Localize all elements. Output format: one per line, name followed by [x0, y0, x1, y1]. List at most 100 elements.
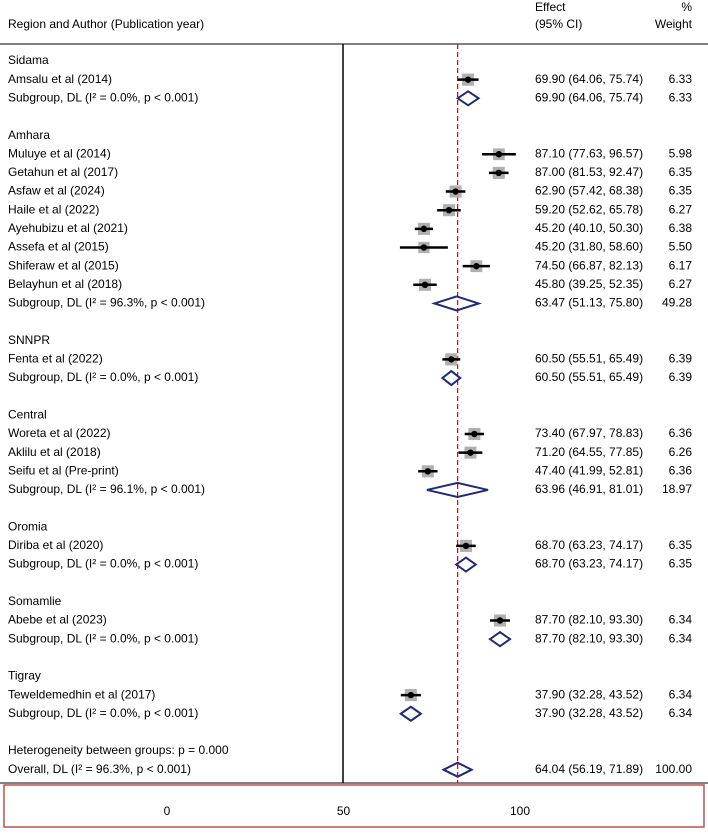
diamond	[426, 481, 489, 498]
group-label: Tigray	[8, 669, 41, 683]
weight-label: 49.28	[662, 296, 692, 310]
point	[452, 188, 459, 195]
weight-label: 6.33	[669, 90, 693, 104]
group-label: Amhara	[8, 128, 50, 142]
point	[473, 262, 480, 270]
estimate-label: 45.20 (31.80, 58.60)	[535, 240, 643, 254]
estimate-label: 68.70 (63.23, 74.17)	[535, 557, 643, 571]
x-tick-label: 100	[510, 804, 530, 818]
group-label: Oromia	[8, 519, 48, 533]
group-label: SNNPR	[8, 333, 50, 347]
row-label: Aklilu et al (2018)	[8, 445, 101, 459]
weight-label: 6.38	[669, 221, 693, 235]
header-label: Region and Author (Publication year)	[8, 17, 204, 31]
row-label: Teweldemedhin et al (2017)	[8, 687, 155, 701]
point	[471, 430, 478, 438]
diamond	[399, 705, 423, 722]
estimate-label: 47.40 (41.99, 52.81)	[535, 463, 643, 477]
estimate-label: 59.20 (52.62, 65.78)	[535, 202, 643, 216]
estimate-label: 87.70 (82.10, 93.30)	[535, 613, 643, 627]
estimate-label: 62.90 (57.42, 68.38)	[535, 184, 643, 198]
weight-label: 6.39	[669, 370, 693, 384]
estimate-label: 60.50 (55.51, 65.49)	[535, 370, 643, 384]
diamond	[454, 556, 478, 573]
estimate-label: 74.50 (66.87, 82.13)	[535, 258, 643, 272]
weight-label: 6.27	[669, 277, 693, 291]
estimate-label: 37.90 (32.28, 43.52)	[535, 687, 643, 701]
row-label: Subgroup, DL (I² = 0.0%, p < 0.001)	[8, 557, 198, 571]
estimate-label: 45.20 (40.10, 50.30)	[535, 221, 643, 235]
estimate-label: 71.20 (64.55, 77.85)	[535, 445, 643, 459]
row-label: Assefa et al (2015)	[8, 240, 109, 254]
point	[445, 207, 453, 214]
row-label: Shiferaw et al (2015)	[8, 258, 119, 272]
group-label: Central	[8, 408, 47, 422]
weight-label: 6.33	[669, 72, 693, 86]
diamond	[431, 295, 482, 312]
estimate-label: 69.90 (64.06, 75.74)	[535, 72, 643, 86]
row-label: Subgroup, DL (I² = 96.3%, p < 0.001)	[8, 296, 205, 310]
point	[464, 76, 472, 83]
row-label: Muluye et al (2014)	[8, 146, 111, 160]
diamond	[455, 90, 481, 107]
row-label: Subgroup, DL (I² = 0.0%, p < 0.001)	[8, 90, 198, 104]
estimate-label: 87.10 (77.63, 96.57)	[535, 146, 643, 160]
weight-label: 6.39	[669, 352, 693, 366]
row-label: Belayhun et al (2018)	[8, 277, 122, 291]
estimate-label: 63.96 (46.91, 81.01)	[535, 482, 643, 496]
weight-label: 6.34	[669, 613, 693, 627]
row-label: Seifu et al (Pre-print)	[8, 463, 119, 477]
point	[420, 225, 428, 233]
point	[420, 244, 428, 251]
estimate-label: 73.40 (67.97, 78.83)	[535, 426, 643, 440]
point	[462, 542, 470, 550]
point	[424, 468, 432, 475]
estimate-label: 60.50 (55.51, 65.49)	[535, 352, 643, 366]
weight-label: 6.35	[669, 184, 693, 198]
header-weight: Weight	[655, 17, 693, 31]
header-ci: (95% CI)	[535, 17, 582, 31]
point	[467, 449, 474, 456]
group-label: Somamlie	[8, 594, 62, 608]
weight-label: 18.97	[662, 482, 692, 496]
row-label: Overall, DL (I² = 96.3%, p < 0.001)	[8, 762, 191, 776]
weight-label: 6.36	[669, 426, 693, 440]
estimate-label: 68.70 (63.23, 74.17)	[535, 538, 643, 552]
group-label: Sidama	[8, 53, 49, 67]
estimate-label: 87.00 (81.53, 92.47)	[535, 165, 643, 179]
estimate-label: 45.80 (39.25, 52.35)	[535, 277, 643, 291]
header-pct: %	[681, 0, 692, 14]
row-label: Subgroup, DL (I² = 0.0%, p < 0.001)	[8, 370, 198, 384]
weight-label: 5.50	[669, 240, 693, 254]
weight-label: 5.98	[669, 146, 693, 160]
weight-label: 6.34	[669, 631, 693, 645]
estimate-label: 87.70 (82.10, 93.30)	[535, 631, 643, 645]
estimate-label: 64.04 (56.19, 71.89)	[535, 762, 643, 776]
x-tick-label: 50	[337, 804, 351, 818]
diamond	[488, 630, 512, 648]
weight-label: 6.17	[669, 258, 693, 272]
row-label: Subgroup, DL (I² = 0.0%, p < 0.001)	[8, 706, 198, 720]
point	[448, 356, 455, 363]
axis-box	[3, 784, 705, 828]
weight-label: 6.35	[669, 165, 693, 179]
point	[421, 281, 429, 288]
row-label: Haile et al (2022)	[8, 202, 99, 216]
weight-label: 100.00	[655, 762, 692, 776]
row-label: Asfaw et al (2024)	[8, 184, 105, 198]
weight-label: 6.35	[669, 557, 693, 571]
point	[407, 691, 415, 699]
x-tick-label: 0	[164, 804, 171, 818]
row-label: Subgroup, DL (I² = 0.0%, p < 0.001)	[8, 631, 198, 645]
estimate-label: 63.47 (51.13, 75.80)	[535, 296, 643, 310]
weight-label: 6.27	[669, 202, 693, 216]
heterogeneity: Heterogeneity between groups: p = 0.000	[8, 743, 229, 757]
weight-label: 6.34	[669, 706, 693, 720]
row-label: Fenta et al (2022)	[8, 352, 103, 366]
point	[495, 151, 503, 158]
estimate-label: 37.90 (32.28, 43.52)	[535, 706, 643, 720]
diamond	[441, 761, 474, 778]
row-label: Ayehubizu et al (2021)	[8, 221, 128, 235]
estimate-label: 69.90 (64.06, 75.74)	[535, 90, 643, 104]
